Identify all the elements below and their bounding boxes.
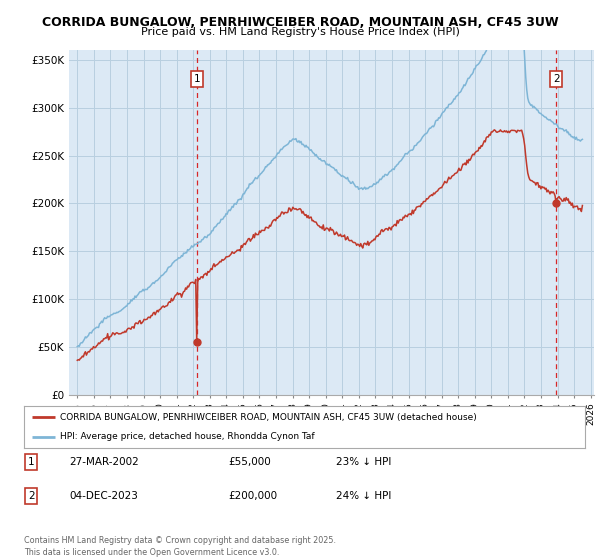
Text: HPI: Average price, detached house, Rhondda Cynon Taf: HPI: Average price, detached house, Rhon…	[61, 432, 315, 441]
Text: 24% ↓ HPI: 24% ↓ HPI	[336, 491, 391, 501]
Text: 2: 2	[553, 74, 560, 84]
Text: CORRIDA BUNGALOW, PENRHIWCEIBER ROAD, MOUNTAIN ASH, CF45 3UW: CORRIDA BUNGALOW, PENRHIWCEIBER ROAD, MO…	[41, 16, 559, 29]
Text: 27-MAR-2002: 27-MAR-2002	[69, 457, 139, 467]
Text: Price paid vs. HM Land Registry's House Price Index (HPI): Price paid vs. HM Land Registry's House …	[140, 27, 460, 37]
Text: 04-DEC-2023: 04-DEC-2023	[69, 491, 138, 501]
Text: 1: 1	[28, 457, 35, 467]
Text: £200,000: £200,000	[228, 491, 277, 501]
Text: CORRIDA BUNGALOW, PENRHIWCEIBER ROAD, MOUNTAIN ASH, CF45 3UW (detached house): CORRIDA BUNGALOW, PENRHIWCEIBER ROAD, MO…	[61, 413, 477, 422]
Text: 2: 2	[28, 491, 35, 501]
Text: £55,000: £55,000	[228, 457, 271, 467]
Text: 1: 1	[194, 74, 200, 84]
Text: Contains HM Land Registry data © Crown copyright and database right 2025.
This d: Contains HM Land Registry data © Crown c…	[24, 536, 336, 557]
Text: 23% ↓ HPI: 23% ↓ HPI	[336, 457, 391, 467]
